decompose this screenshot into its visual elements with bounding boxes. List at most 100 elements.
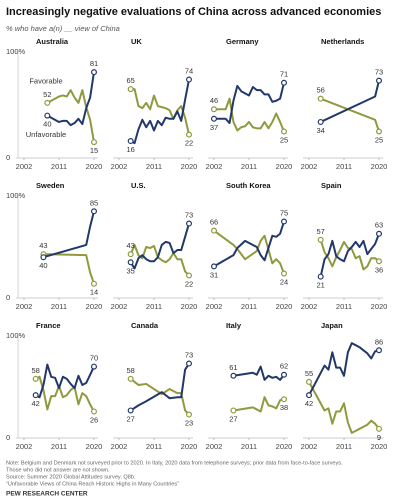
panel-title: Spain	[321, 181, 342, 190]
end-point	[211, 115, 218, 122]
end-point	[44, 99, 51, 106]
end-point	[40, 254, 47, 261]
end-point	[230, 407, 237, 414]
value-label: 86	[375, 337, 383, 346]
x-tick-label: 2020	[276, 162, 293, 171]
value-label: 70	[90, 354, 98, 363]
end-point	[90, 139, 97, 146]
value-label: 15	[90, 146, 98, 155]
x-tick-label: 2002	[16, 162, 33, 171]
series-line	[130, 363, 190, 412]
end-point	[317, 118, 324, 125]
end-point	[186, 131, 193, 138]
x-tick-label: 2002	[111, 442, 128, 451]
panel-title: Netherlands	[321, 37, 364, 46]
end-point	[127, 86, 134, 93]
series-line	[320, 97, 380, 132]
end-point	[306, 378, 313, 385]
value-label: 36	[375, 265, 383, 274]
end-point	[281, 128, 288, 135]
value-label: 16	[126, 145, 134, 154]
x-tick-label: 2011	[336, 442, 352, 451]
report-title: “Unfavorable Views of China Reach Histor…	[6, 481, 179, 487]
value-label: 46	[210, 96, 218, 105]
value-label: 58	[31, 366, 39, 375]
x-tick-label: 2011	[241, 442, 257, 451]
x-tick-label: 2020	[371, 442, 388, 451]
value-label: 35	[126, 266, 134, 275]
y-tick-label: 100%	[6, 331, 26, 340]
x-tick-label: 2020	[276, 442, 293, 451]
x-tick-label: 2002	[206, 302, 223, 311]
end-point	[211, 106, 218, 113]
end-point	[127, 407, 134, 414]
value-label: 62	[280, 362, 288, 371]
x-tick-label: 2002	[16, 442, 33, 451]
value-label: 58	[126, 366, 134, 375]
panel-title: France	[36, 321, 61, 330]
series-line	[320, 80, 380, 123]
end-point	[90, 69, 97, 76]
value-label: 65	[126, 76, 134, 85]
value-label: 43	[126, 241, 134, 250]
y-tick-label: 0	[6, 153, 10, 162]
panel-title: Sweden	[36, 181, 65, 190]
x-tick-label: 2002	[301, 302, 318, 311]
x-tick-label: 2011	[51, 442, 67, 451]
series-line	[35, 363, 95, 399]
panel-title: Italy	[226, 321, 242, 330]
end-point	[281, 371, 288, 378]
end-point	[306, 392, 313, 399]
value-label: 34	[316, 126, 324, 135]
x-tick-label: 2020	[181, 302, 198, 311]
value-label: 52	[43, 90, 51, 99]
end-point	[32, 392, 39, 399]
value-label: 66	[210, 218, 218, 227]
end-point	[317, 236, 324, 243]
value-label: 55	[305, 369, 313, 378]
value-label: 73	[185, 211, 193, 220]
panel-title: U.S.	[131, 181, 146, 190]
end-point	[376, 77, 383, 84]
value-label: 43	[39, 241, 47, 250]
series-line	[213, 221, 285, 268]
x-tick-label: 2011	[146, 442, 162, 451]
end-point	[186, 360, 193, 367]
value-label: 31	[210, 270, 218, 279]
end-point	[317, 273, 324, 280]
x-tick-label: 2011	[51, 302, 67, 311]
end-point	[32, 375, 39, 382]
end-point	[317, 95, 324, 102]
panel-title: Germany	[226, 37, 259, 46]
y-tick-label: 0	[6, 433, 10, 442]
series-line	[214, 82, 285, 125]
panel-title: Australia	[36, 37, 69, 46]
x-tick-label: 2002	[111, 302, 128, 311]
end-point	[376, 230, 383, 237]
value-label: 25	[375, 135, 383, 144]
value-label: 21	[316, 281, 324, 290]
end-point	[211, 263, 218, 270]
x-tick-label: 2020	[371, 162, 388, 171]
series-line	[214, 97, 285, 132]
end-point	[376, 425, 383, 432]
series-line	[46, 89, 95, 143]
series-line	[233, 365, 285, 381]
series-line	[46, 71, 95, 127]
value-label: 75	[280, 208, 288, 217]
value-label: 26	[90, 415, 98, 424]
x-tick-label: 2002	[206, 442, 223, 451]
end-point	[281, 270, 288, 277]
x-tick-label: 2020	[86, 162, 103, 171]
x-tick-label: 2011	[51, 162, 67, 171]
end-point	[127, 138, 134, 145]
series-line	[308, 381, 380, 434]
end-point	[281, 79, 288, 86]
series-line	[129, 223, 190, 270]
value-label: 73	[375, 68, 383, 77]
panel-title: UK	[131, 37, 142, 46]
end-point	[376, 128, 383, 135]
source: Source: Summer 2020 Global Attitudes sur…	[6, 474, 136, 480]
value-label: 74	[185, 67, 193, 76]
